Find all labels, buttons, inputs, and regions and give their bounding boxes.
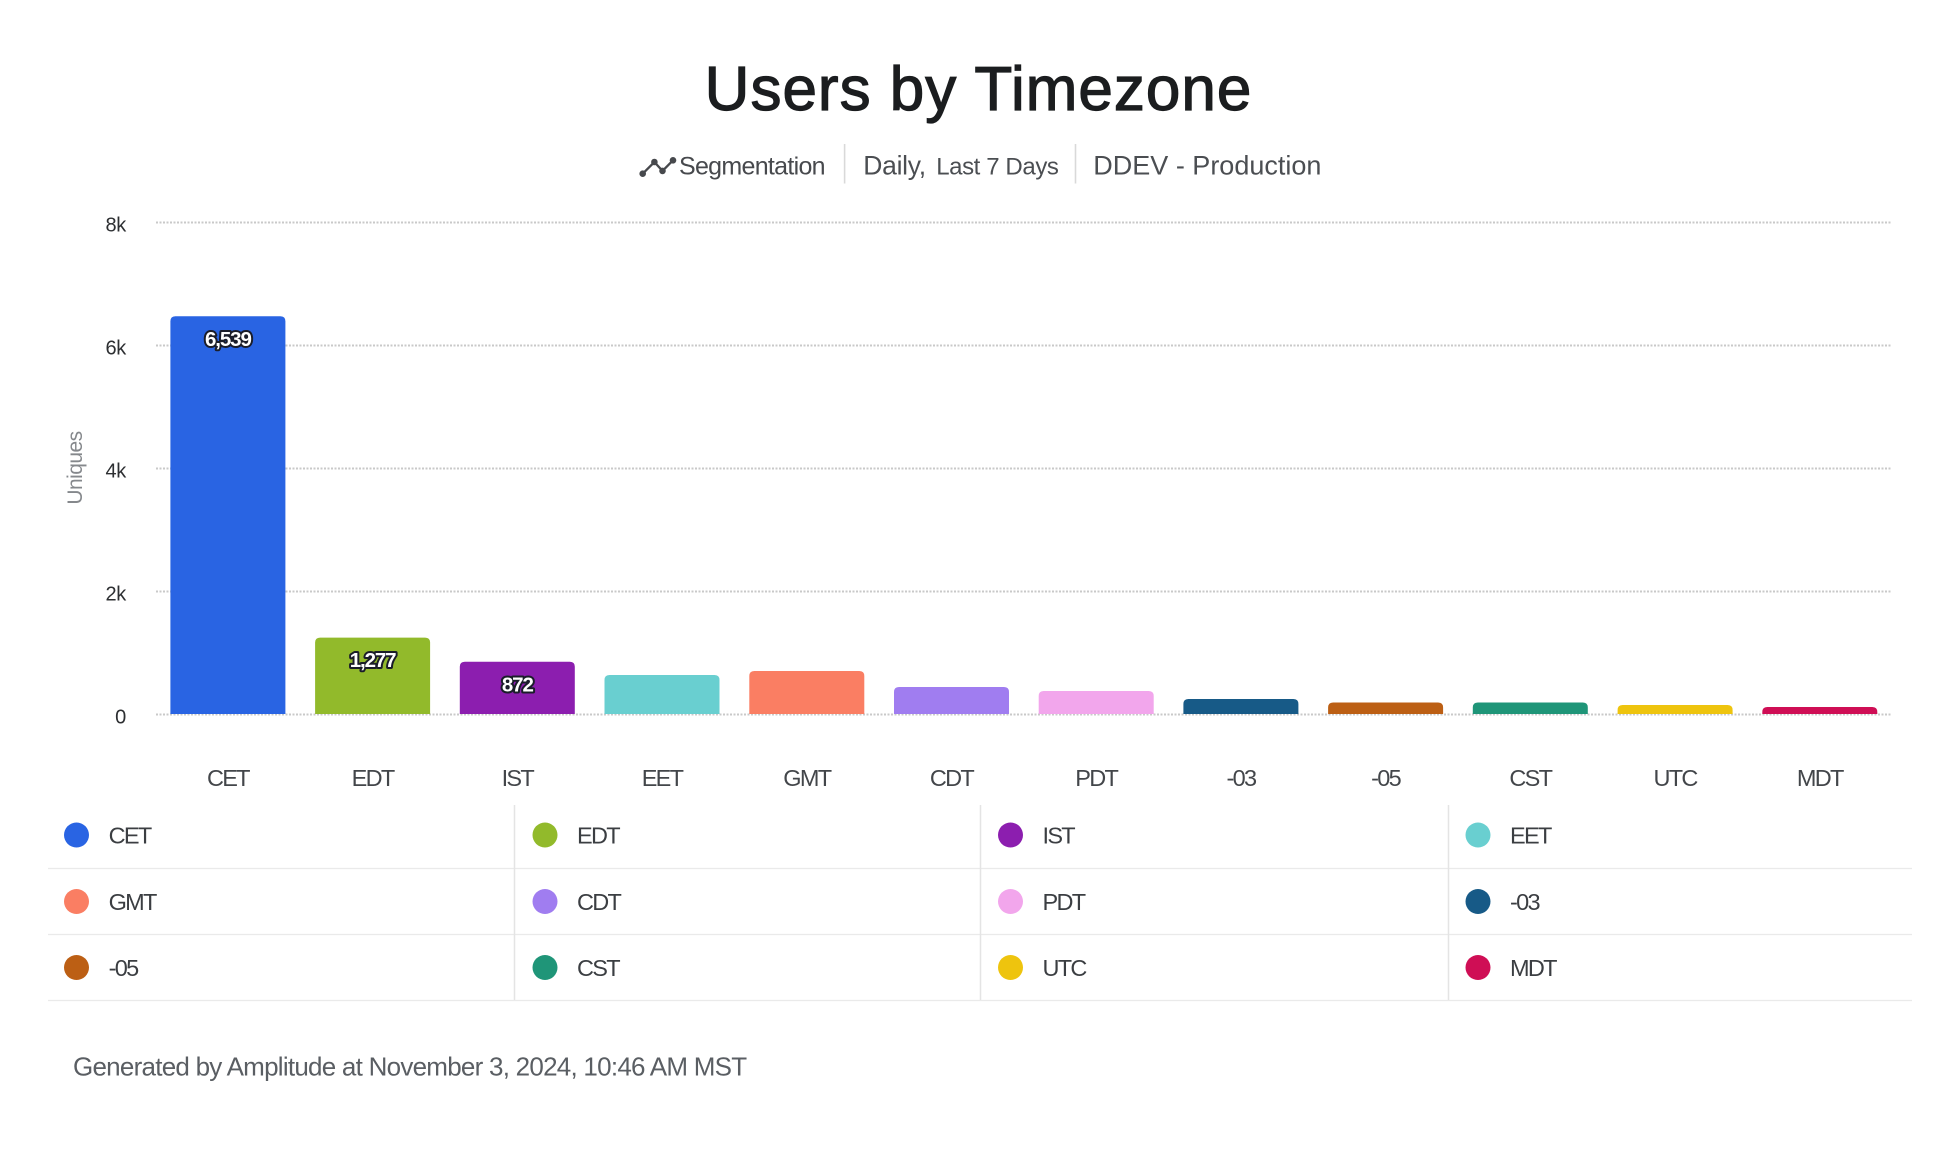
- svg-text:6k: 6k: [105, 338, 127, 360]
- svg-text:-05: -05: [109, 955, 139, 981]
- svg-text:GMT: GMT: [109, 889, 157, 915]
- svg-text:IST: IST: [502, 765, 535, 791]
- svg-text:CET: CET: [109, 823, 152, 849]
- svg-text:EDT: EDT: [577, 823, 620, 849]
- svg-text:Generated by Amplitude at Nove: Generated by Amplitude at November 3, 20…: [73, 1051, 747, 1081]
- svg-text:6,539: 6,539: [205, 328, 251, 351]
- svg-text:Last 7 Days: Last 7 Days: [936, 154, 1059, 181]
- svg-text:Users by Timezone: Users by Timezone: [705, 55, 1253, 124]
- svg-text:GMT: GMT: [783, 765, 831, 791]
- svg-text:UTC: UTC: [1653, 765, 1698, 791]
- svg-text:4k: 4k: [105, 461, 127, 483]
- svg-text:PDT: PDT: [1075, 765, 1118, 791]
- svg-text:MDT: MDT: [1510, 955, 1557, 981]
- svg-text:-05: -05: [1371, 765, 1401, 791]
- svg-text:CDT: CDT: [577, 889, 622, 915]
- svg-text:MDT: MDT: [1797, 765, 1844, 791]
- svg-text:2k: 2k: [105, 584, 127, 606]
- svg-text:CDT: CDT: [930, 765, 975, 791]
- svg-text:Daily,: Daily,: [863, 151, 926, 181]
- svg-text:IST: IST: [1043, 823, 1076, 849]
- svg-text:UTC: UTC: [1043, 955, 1088, 981]
- svg-text:0: 0: [115, 707, 126, 729]
- svg-text:872: 872: [502, 673, 534, 696]
- svg-text:-03: -03: [1510, 889, 1540, 915]
- svg-text:1,277: 1,277: [350, 649, 396, 672]
- svg-text:EET: EET: [1510, 823, 1552, 849]
- svg-text:DDEV - Production: DDEV - Production: [1093, 151, 1321, 181]
- svg-text:PDT: PDT: [1043, 889, 1086, 915]
- svg-text:-03: -03: [1226, 765, 1256, 791]
- svg-text:Segmentation: Segmentation: [679, 153, 825, 181]
- svg-text:Uniques: Uniques: [64, 431, 87, 504]
- svg-text:8k: 8k: [105, 215, 127, 237]
- svg-text:CET: CET: [207, 765, 250, 791]
- svg-text:EET: EET: [642, 765, 684, 791]
- svg-text:CST: CST: [1509, 765, 1552, 791]
- svg-text:CST: CST: [577, 955, 620, 981]
- svg-text:EDT: EDT: [352, 765, 395, 791]
